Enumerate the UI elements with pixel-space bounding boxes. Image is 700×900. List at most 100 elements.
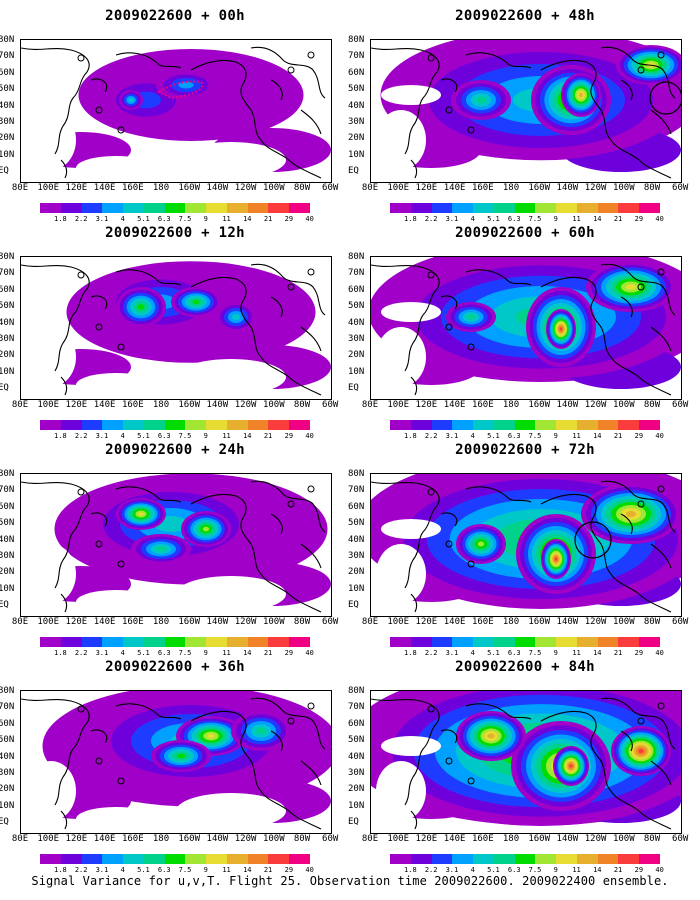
colorbar-swatch (556, 203, 577, 213)
longitude-label: 140W (206, 617, 229, 627)
variance-contour (176, 753, 186, 759)
colorbar-swatch (576, 854, 598, 864)
colorbar-label: 40 (305, 866, 314, 874)
colorbar-swatch (639, 203, 660, 213)
variance-contour (638, 748, 644, 754)
colorbar-swatch (473, 203, 494, 213)
colorbar-swatch (40, 203, 61, 213)
colorbar-label: 29 (634, 649, 644, 657)
coastline (371, 46, 676, 179)
colorbar-label: 3.1 (445, 866, 459, 874)
colorbar-swatch (185, 854, 207, 864)
colorbar-swatch (618, 420, 640, 430)
flight-track-marker (157, 80, 204, 100)
colorbar-label: 7.5 (528, 215, 542, 223)
colorbar-swatch (493, 203, 515, 213)
longitude-label: 120W (234, 834, 257, 844)
colorbar-label: 9 (203, 215, 208, 223)
variance-contour (156, 546, 166, 552)
longitude-label: 80E (11, 834, 29, 844)
variance-contour (137, 304, 145, 310)
variance-map (370, 690, 682, 834)
latitude-label: 40N (0, 751, 15, 762)
colorbar-label: 11 (572, 649, 581, 657)
latitude-label: 70N (348, 702, 365, 713)
variance-contour (466, 314, 476, 320)
latitude-label: 20N (348, 350, 365, 361)
colorbar-swatch (226, 420, 248, 430)
colorbar-label: 4 (470, 215, 475, 223)
colorbar-label: 40 (655, 432, 664, 440)
colorbar-swatch (268, 854, 290, 864)
map-panel: 2009022600 + 00h 80N 70N 60N 50N 40N 30N 20N 10N… (0, 8, 350, 226)
longitude-label: 160E (471, 617, 494, 627)
island-outline (77, 705, 85, 713)
longitude-label: 140E (443, 617, 466, 627)
island-outline (117, 560, 125, 568)
variance-contour (559, 327, 563, 331)
map-panel: 2009022600 + 24h 80N 70N 60N 50N 40N 30N 20N 10N… (0, 442, 350, 660)
latitude-label: 20N (0, 350, 15, 361)
colorbar-label: 2.2 (74, 866, 88, 874)
colorbar-swatch (618, 637, 640, 647)
latitude-label: 60N (348, 501, 365, 512)
colorbar-swatch (289, 203, 310, 213)
longitude-label: 60W (672, 617, 689, 627)
colorbar-label: 14 (593, 432, 602, 440)
island-outline (307, 702, 315, 710)
coastline (371, 480, 676, 613)
colorbar-swatch (597, 637, 619, 647)
coastline (21, 697, 326, 830)
variance-contour (569, 764, 573, 768)
colorbar-swatch (226, 203, 248, 213)
colorbar-label: 9 (553, 215, 558, 223)
colorbar-swatch (431, 637, 453, 647)
latitude-label: EQ (0, 817, 9, 828)
colorbar-label: 21 (613, 866, 623, 874)
colorbar-swatch (535, 203, 557, 213)
colorbar-label: 4 (120, 866, 125, 874)
latitude-label: 30N (348, 334, 365, 344)
latitude-label: 40N (348, 534, 365, 545)
latitude-label: 80N (348, 252, 365, 262)
variance-contour (138, 512, 144, 516)
colorbar-label: 29 (634, 215, 644, 223)
colorbar-swatch (452, 637, 474, 647)
longitude-label: 140W (556, 617, 579, 627)
variance-map (20, 473, 332, 617)
longitude-label: 140E (93, 834, 116, 844)
colorbar (390, 854, 660, 864)
colorbar-label: 29 (284, 432, 294, 440)
colorbar-swatch (247, 854, 269, 864)
longitude-label: 80W (293, 183, 311, 193)
colorbar-label: 6.3 (157, 215, 171, 223)
colorbar-swatch (60, 203, 82, 213)
colorbar-swatch (597, 203, 619, 213)
colorbar-label: 1.8 (404, 649, 417, 657)
longitude-label: 120E (65, 834, 88, 844)
island-outline (117, 126, 125, 134)
colorbar-swatch (431, 203, 453, 213)
longitude-label: 100E (37, 183, 60, 193)
longitude-label: 100W (262, 183, 285, 193)
longitude-label: 160E (121, 834, 144, 844)
longitude-label: 60W (322, 617, 339, 627)
colorbar-label: 3.1 (445, 432, 459, 440)
colorbar-label: 14 (593, 649, 602, 657)
longitude-label: 80W (293, 617, 311, 627)
panel-title: 2009022600 + 24h (105, 442, 245, 458)
longitude-label: 80E (361, 617, 379, 627)
latitude-label: 70N (0, 268, 15, 279)
island-outline (467, 343, 475, 351)
variance-contour (128, 98, 134, 102)
longitude-label: 160W (528, 183, 551, 193)
panel-title: 2009022600 + 12h (105, 225, 245, 241)
variance-map (370, 39, 682, 183)
island-outline (117, 343, 125, 351)
latitude-label: 80N (0, 686, 15, 696)
colorbar (40, 854, 310, 864)
map-plot (371, 40, 681, 179)
variance-contour (487, 733, 495, 739)
panel-title: 2009022600 + 60h (455, 225, 595, 241)
colorbar-label: 3.1 (95, 649, 109, 657)
